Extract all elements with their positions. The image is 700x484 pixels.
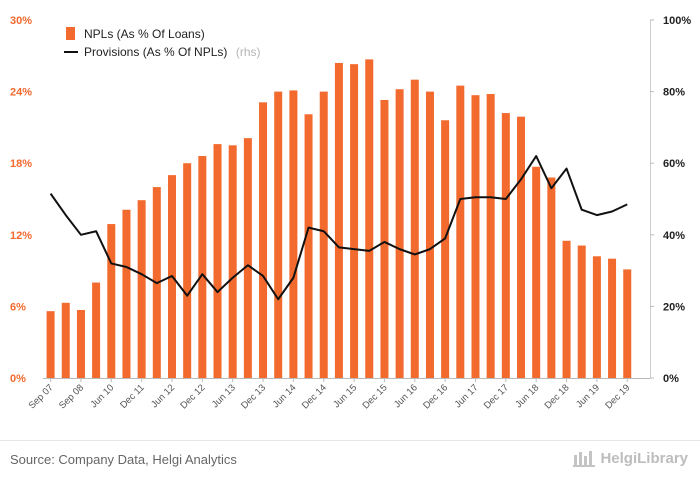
npl-bar — [425, 91, 434, 378]
y-left-tick-label: 12% — [10, 230, 32, 242]
npl-bar — [577, 245, 586, 378]
npl-bar — [486, 93, 495, 379]
npl-bars — [46, 59, 632, 379]
npl-bar — [501, 113, 510, 378]
npl-bar — [592, 256, 601, 378]
y-left-tick-label: 30% — [10, 15, 32, 27]
x-tick-label: Jun 10 — [88, 382, 116, 410]
npl-bar — [122, 209, 131, 378]
npl-bar — [274, 91, 283, 378]
npl-bar — [183, 163, 192, 378]
x-tick-label: Dec 14 — [300, 382, 329, 411]
npl-bar — [532, 166, 541, 378]
x-tick-label: Jun 16 — [392, 382, 420, 410]
x-tick-label: Jun 13 — [210, 382, 238, 410]
brand-logo: HelgiLibrary — [573, 449, 688, 467]
npl-bar — [365, 59, 374, 378]
npl-bar — [198, 156, 207, 378]
footer: Source: Company Data, Helgi Analytics He… — [0, 440, 700, 484]
y-right-tick-label: 20% — [663, 301, 685, 313]
x-tick-label: Dec 19 — [603, 382, 632, 411]
y-left-tick-label: 0% — [10, 373, 26, 385]
npl-bar — [350, 64, 359, 379]
legend-line-text: Provisions (As % Of NPLs) (rhs) — [84, 43, 261, 60]
y-right-tick-label: 0% — [663, 373, 679, 385]
y-right-tick-label: 100% — [663, 15, 691, 27]
x-tick-label: Jun 18 — [513, 382, 541, 410]
x-tick-label: Dec 17 — [482, 382, 511, 411]
x-tick-label: Sep 07 — [27, 382, 56, 411]
x-tick-label: Dec 18 — [543, 382, 572, 411]
npl-bar — [334, 62, 343, 379]
npl-bar — [562, 240, 571, 378]
npl-bar — [456, 85, 465, 378]
x-tick-label: Dec 12 — [178, 382, 207, 411]
legend: NPLs (As % Of Loans) Provisions (As % Of… — [64, 27, 261, 60]
npl-bar — [395, 89, 404, 379]
brand-name: HelgiLibrary — [600, 449, 688, 467]
npl-bar — [46, 311, 55, 378]
provisions-line — [49, 155, 628, 301]
y-right-tick-label: 60% — [663, 158, 685, 170]
legend-line-suffix: (rhs) — [236, 45, 261, 59]
npl-bar — [304, 114, 313, 379]
library-logo-icon — [573, 451, 596, 467]
y-right-tick-label: 40% — [663, 230, 685, 242]
npl-bar — [289, 90, 298, 378]
npl-bar — [228, 145, 237, 378]
npl-bar — [92, 282, 101, 378]
x-tick-label: Jun 15 — [331, 382, 359, 410]
npl-bar — [471, 95, 480, 379]
x-tick-label: Dec 11 — [118, 382, 147, 411]
x-tick-label: Jun 17 — [453, 382, 481, 410]
npl-bar — [213, 144, 222, 378]
legend-line-label: Provisions (As % Of NPLs) — [84, 45, 227, 59]
provisions-line-layer — [49, 155, 628, 301]
x-tick-label: Dec 15 — [360, 382, 389, 411]
x-tick-label: Dec 13 — [239, 382, 268, 411]
npl-bar — [61, 302, 70, 378]
npl-bar — [137, 200, 146, 378]
y-left-tick-label: 24% — [10, 87, 32, 99]
x-tick-label: Jun 19 — [574, 382, 602, 410]
y-left-tick-label: 6% — [10, 301, 26, 313]
npl-bar — [608, 258, 617, 378]
npl-bar — [517, 116, 526, 378]
npl-bar — [623, 269, 632, 378]
npl-bar — [319, 91, 328, 378]
legend-bar-label: NPLs (As % Of Loans) — [84, 27, 205, 41]
x-tick-label: Jun 14 — [271, 382, 299, 410]
npl-bar — [410, 79, 419, 379]
npl-bar — [107, 224, 116, 378]
x-tick-label: Jun 12 — [149, 382, 177, 410]
source-text: Source: Company Data, Helgi Analytics — [10, 452, 237, 467]
chart: 0% 6% 12% 18% 24% 30% 0% 20% 40% 60% 80% 100% Sep 07… — [10, 15, 691, 411]
npl-bar — [76, 309, 85, 378]
legend-bar-swatch — [66, 27, 75, 40]
y-right-tick-label: 80% — [663, 87, 685, 99]
npl-bar — [441, 120, 450, 379]
npl-bar — [243, 138, 252, 378]
npl-bar — [547, 177, 556, 378]
x-tick-label: Sep 08 — [57, 382, 86, 411]
y-left-tick-label: 18% — [10, 158, 32, 170]
x-tick-label: Dec 16 — [421, 382, 450, 411]
npl-bar — [259, 102, 268, 378]
npl-bar — [380, 99, 389, 378]
